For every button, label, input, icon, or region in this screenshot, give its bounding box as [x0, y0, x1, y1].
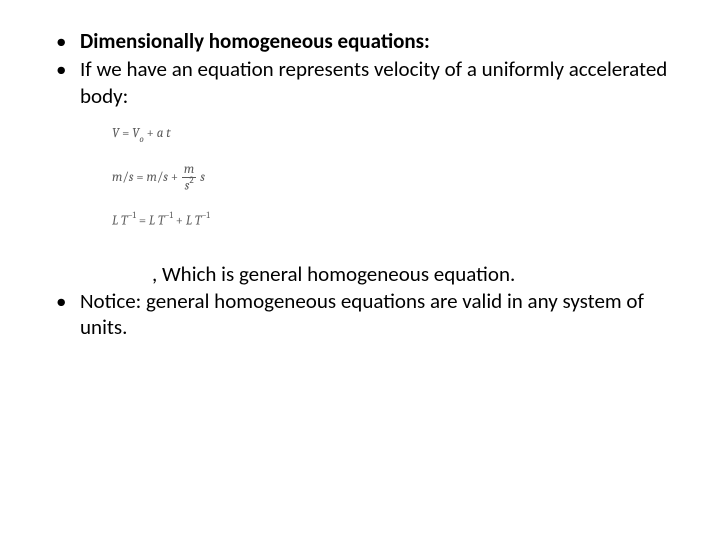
equation-1: V = Vo + a t — [112, 127, 684, 144]
eq2-lhs-m: m — [112, 170, 122, 185]
continuation-block: , Which is general homogeneous equation.… — [36, 261, 684, 340]
eq3-t1: T — [121, 213, 128, 228]
equation-block: V = Vo + a t m/s = m/s + m s2 s L T−1 — [112, 127, 684, 228]
eq1-op: + — [147, 126, 157, 141]
eq3-l1: L — [112, 213, 118, 228]
eq3-equals: = — [139, 213, 149, 228]
eq3-t2: T — [158, 213, 165, 228]
eq2-op: + — [171, 170, 181, 185]
eq2-lhs-s: s — [129, 170, 134, 185]
eq1-rhs1-sub: o — [139, 135, 143, 145]
eq2-tail: s — [200, 170, 205, 185]
eq1-equals: = — [122, 126, 132, 141]
eq2-fraction: m s2 — [182, 163, 196, 193]
eq1-t: t — [166, 126, 170, 141]
bullet-2: If we have an equation represents veloci… — [36, 56, 684, 109]
bullet-1-text: Dimensionally homogeneous equations: — [80, 28, 430, 54]
continuation-line: , Which is general homogeneous equation. — [36, 261, 684, 287]
eq2-r1-m: m — [146, 170, 156, 185]
bullet-3: Notice: general homogeneous equations ar… — [36, 288, 684, 341]
equation-3: L T−1 = L T−1 + L T−1 — [112, 213, 684, 227]
bullet-2-text: If we have an equation represents veloci… — [80, 56, 667, 108]
eq3-e3: −1 — [201, 211, 209, 221]
eq3-e1: −1 — [128, 211, 136, 221]
eq3-l3: L — [186, 213, 192, 228]
bullet-3-text: Notice: general homogeneous equations ar… — [80, 288, 644, 340]
eq1-lhs: V — [112, 126, 119, 141]
bullet-list-2: Notice: general homogeneous equations ar… — [36, 288, 684, 341]
slide: Dimensionally homogeneous equations: If … — [0, 0, 720, 540]
eq2-r1-s: s — [163, 170, 168, 185]
equation-2: m/s = m/s + m s2 s — [112, 163, 684, 193]
eq3-op: + — [176, 213, 186, 228]
eq1-a: a — [157, 126, 164, 141]
eq3-l2: L — [149, 213, 155, 228]
eq2-frac-den-exp: 2 — [189, 176, 193, 186]
eq2-equals: = — [136, 170, 146, 185]
bullet-1: Dimensionally homogeneous equations: — [36, 28, 684, 54]
bullet-list: Dimensionally homogeneous equations: If … — [36, 28, 684, 109]
eq3-e2: −1 — [165, 211, 173, 221]
